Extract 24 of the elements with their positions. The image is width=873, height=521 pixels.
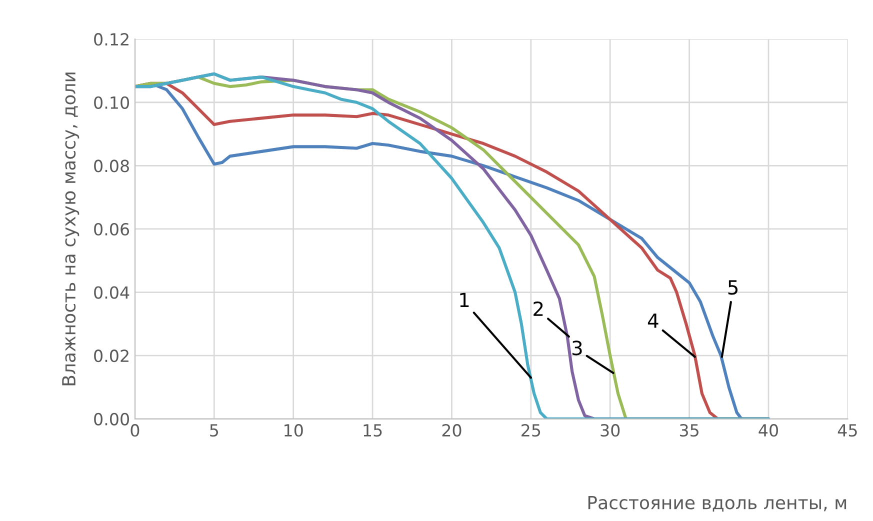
x-tick-label: 15	[364, 424, 382, 437]
annotation: 1	[460, 292, 469, 308]
x-tick-label: 20	[442, 424, 462, 437]
x-tick-label: 5	[210, 424, 218, 437]
x-tick-label: 10	[284, 424, 303, 437]
y-tick-label: 0.06	[94, 222, 130, 236]
annotation: 2	[534, 301, 543, 316]
y-tick-label: 0.04	[94, 286, 130, 299]
y-tick-label: 0.02	[94, 350, 128, 362]
x-tick-label: 35	[680, 424, 698, 437]
y-axis-title: Влажность на сухую массу, доли	[62, 72, 80, 386]
annotation: 3	[572, 340, 582, 356]
x-tick-label: 45	[838, 424, 857, 437]
y-tick-label: 0.10	[94, 96, 129, 109]
annotation: 4	[648, 314, 658, 328]
annotation: 5	[728, 280, 738, 295]
x-tick-label: 30	[600, 424, 620, 437]
y-tick-label: 0.08	[94, 160, 129, 172]
x-axis-title: Расстояние вдоль ленты, м	[588, 496, 846, 512]
x-tick-label: 25	[522, 424, 540, 437]
y-tick-label: 0.12	[94, 33, 128, 46]
y-tick-label: 0.00	[94, 412, 129, 426]
x-tick-label: 0	[130, 424, 140, 437]
x-tick-label: 40	[758, 424, 778, 437]
